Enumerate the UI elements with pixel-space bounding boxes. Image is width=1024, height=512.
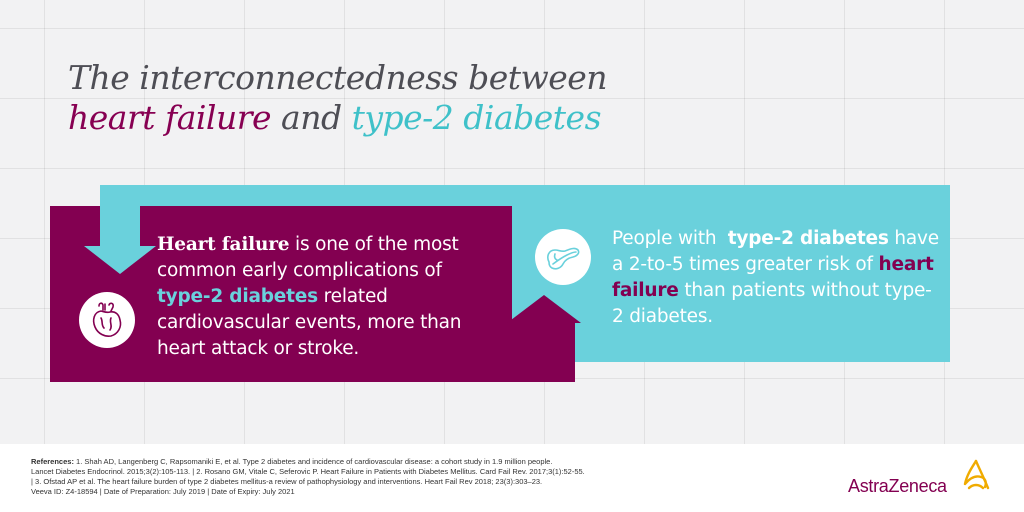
plum-connector-base [512, 362, 575, 382]
page-title: The interconnectedness between heart fai… [68, 58, 608, 138]
left-type2-diabetes: type-2 diabetes [157, 286, 318, 307]
down-arrow-icon [84, 246, 156, 274]
right-text-part1: People with [612, 228, 728, 249]
left-text-part1: is one of the most common early complica… [157, 234, 459, 281]
references-label: References: [31, 457, 74, 466]
right-text-part2: have a 2-to-5 times greater risk of [612, 228, 939, 275]
references-line-2: Lancet Diabetes Endocrinol. 2015;3(2):10… [31, 467, 585, 476]
left-heart-failure-bold: Heart failure [157, 234, 290, 255]
up-arrow-icon [507, 295, 581, 323]
plum-connector [512, 322, 575, 362]
title-type2-diabetes: type-2 diabetes [351, 98, 602, 137]
logo-text: AstraZeneca [848, 476, 947, 496]
title-line-1: The interconnectedness between [68, 58, 608, 97]
title-heart-failure: heart failure [68, 98, 272, 137]
right-text-part3: than patients without type-2 diabetes. [612, 280, 932, 327]
references: References: 1. Shah AD, Langenberg C, Ra… [31, 457, 691, 497]
right-heart-failure: heart failure [612, 254, 934, 301]
right-panel-text: People with type-2 diabetes have a 2-to-… [612, 226, 942, 330]
references-line-3: | 3. Ofstad AP et al. The heart failure … [31, 477, 543, 486]
veeva-id: Veeva ID: Z4-18594 | Date of Preparation… [31, 487, 295, 496]
references-text-1: 1. Shah AD, Langenberg C, Rapsomaniki E,… [73, 457, 553, 466]
left-text-part2: related cardiovascular events, more than… [157, 286, 462, 359]
title-and: and [271, 98, 352, 137]
left-panel-text: Heart failure is one of the most common … [157, 232, 492, 362]
astrazeneca-symbol-icon [963, 459, 990, 490]
right-type2-diabetes: type-2 diabetes [727, 228, 889, 249]
teal-connector [100, 206, 140, 248]
heart-icon [79, 292, 135, 348]
astrazeneca-logo: AstraZeneca [848, 458, 998, 498]
pancreas-icon [535, 229, 591, 285]
footer [0, 444, 1024, 512]
title-line-2: heart failure and type-2 diabetes [68, 98, 607, 138]
references-line-1: References: 1. Shah AD, Langenberg C, Ra… [31, 457, 691, 467]
